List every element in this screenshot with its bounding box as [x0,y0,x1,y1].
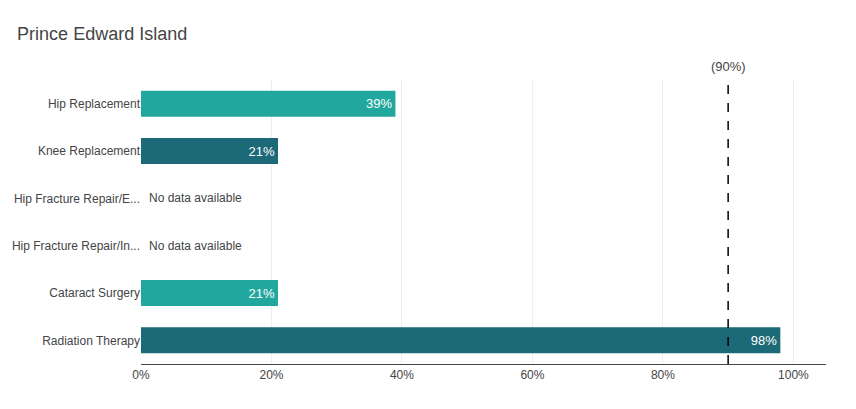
svg-text:Hip Fracture Repair/E...: Hip Fracture Repair/E... [14,192,140,206]
svg-text:60%: 60% [520,368,544,382]
svg-text:Hip Replacement: Hip Replacement [48,97,141,111]
svg-text:80%: 80% [651,368,675,382]
svg-text:Prince Edward Island: Prince Edward Island [17,24,187,44]
svg-text:No data available: No data available [149,191,242,205]
svg-text:39%: 39% [366,96,392,111]
svg-text:21%: 21% [249,144,275,159]
svg-text:Cataract Surgery: Cataract Surgery [49,286,140,300]
svg-text:21%: 21% [249,286,275,301]
svg-text:Radiation Therapy: Radiation Therapy [42,334,140,348]
svg-text:Hip Fracture Repair/In...: Hip Fracture Repair/In... [12,239,140,253]
svg-text:98%: 98% [751,333,777,348]
svg-text:Knee Replacement: Knee Replacement [38,144,141,158]
svg-text:40%: 40% [390,368,414,382]
svg-text:100%: 100% [778,368,809,382]
svg-text:0%: 0% [132,368,150,382]
svg-text:20%: 20% [259,368,283,382]
svg-text:No data available: No data available [149,239,242,253]
svg-text:(90%): (90%) [711,59,746,74]
